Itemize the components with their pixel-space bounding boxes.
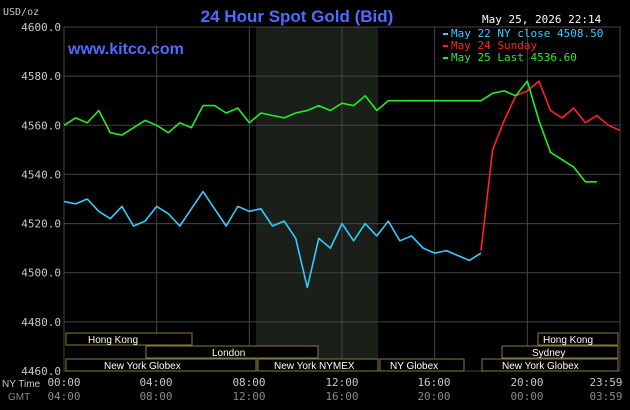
market-bar-sydney — [501, 345, 619, 359]
y-tick-label: 4600.0 — [21, 21, 61, 34]
x-tick-label-ny: 08:00 — [232, 376, 265, 389]
y-tick-label: 4460.0 — [21, 365, 61, 378]
market-label-hong-kong-2: Hong Kong — [543, 335, 593, 346]
market-label-ny-globex: NY Globex — [390, 361, 438, 372]
y-tick-label: 4520.0 — [21, 218, 61, 231]
y-axis-labels: 4600.0 4580.0 4560.0 4540.0 4520.0 4500.0 4480… — [21, 21, 61, 378]
market-bar-hong-kong-1 — [65, 332, 193, 346]
x-tick-label-gmt: 20:00 — [417, 390, 450, 403]
x-tick-label-gmt: 16:00 — [325, 390, 358, 403]
y-tick-label: 4540.0 — [21, 168, 61, 181]
y-tick-label: 4560.0 — [21, 119, 61, 132]
x-tick-label-ny: 12:00 — [325, 376, 358, 389]
series-line-may-22-ny-close-4508-50 — [63, 190, 482, 289]
legend-entry: May 22 NY close 4508.50 — [451, 27, 603, 40]
market-label-new-york-globex-1: New York Globex — [104, 361, 181, 372]
market-bar-new-york-globex-1 — [65, 358, 257, 372]
x-tick-label-gmt: 04:00 — [47, 390, 80, 403]
chart-title: 24 Hour Spot Gold (Bid) — [201, 7, 394, 26]
price-series — [63, 80, 621, 289]
market-label-new-york-globex-2: New York Globex — [502, 361, 579, 372]
x-axis-ny-caption: NY Time — [2, 379, 41, 390]
x-tick-label-ny: 20:00 — [510, 376, 543, 389]
x-tick-label-ny: 23:59 — [589, 376, 622, 389]
x-tick-label-ny: 04:00 — [139, 376, 172, 389]
x-tick-label-ny: 16:00 — [417, 376, 450, 389]
legend-swatch — [443, 33, 448, 35]
series-line-may-25-last-4536-60 — [63, 80, 597, 183]
market-bar-london — [145, 345, 319, 359]
y-axis-unit: USD/oz — [3, 7, 39, 18]
market-bar-new-york-globex-2 — [481, 358, 619, 372]
market-label-sydney: Sydney — [532, 348, 565, 359]
x-tick-label-gmt: 03:59 — [589, 390, 622, 403]
x-tick-label-gmt: 00:00 — [510, 390, 543, 403]
x-tick-label-ny: 00:00 — [47, 376, 80, 389]
market-bar-hong-kong-2 — [537, 332, 619, 346]
market-label-london: London — [212, 348, 245, 359]
website-link[interactable]: www.kitco.com — [67, 41, 184, 58]
x-tick-label-gmt: 08:00 — [139, 390, 172, 403]
x-tick-label-gmt: 12:00 — [232, 390, 265, 403]
nymex-session-highlight — [256, 27, 378, 371]
market-bar-new-york-nymex — [257, 358, 379, 372]
y-tick-label: 4500.0 — [21, 267, 61, 280]
legend-swatch — [443, 45, 448, 47]
market-session-bars: Hong Kong London New York Globex New York N… — [65, 332, 619, 372]
y-tick-label: 4480.0 — [21, 316, 61, 329]
series-line-may-24-sunday — [480, 80, 621, 251]
y-tick-label: 4580.0 — [21, 70, 61, 83]
x-axis-gmt-caption: GMT — [8, 392, 30, 403]
market-label-hong-kong-1: Hong Kong — [88, 335, 138, 346]
timestamp: May 25, 2026 22:14 — [482, 13, 602, 26]
legend-swatch — [443, 57, 448, 59]
legend-entry: May 25 Last 4536.60 — [451, 51, 577, 64]
market-bar-ny-globex — [379, 358, 465, 372]
legend-entry: May 24 Sunday — [451, 39, 537, 52]
market-label-new-york-nymex: New York NYMEX — [274, 361, 355, 372]
